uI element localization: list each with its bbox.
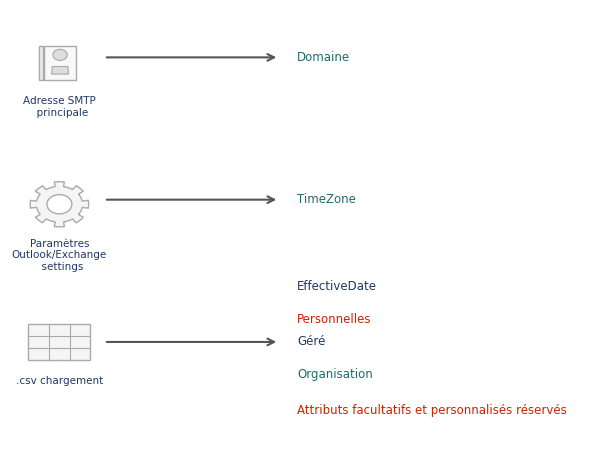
Bar — [39, 45, 43, 80]
Circle shape — [53, 49, 67, 61]
Text: Personnelles: Personnelles — [297, 313, 371, 325]
Text: Géré: Géré — [297, 336, 326, 348]
Bar — [29, 324, 90, 360]
Bar — [44, 45, 77, 80]
Polygon shape — [52, 67, 68, 74]
Text: Domaine: Domaine — [297, 51, 350, 64]
Circle shape — [47, 195, 72, 214]
Text: Organisation: Organisation — [297, 368, 373, 381]
Text: .csv chargement: .csv chargement — [16, 376, 103, 386]
Text: EffectiveDate: EffectiveDate — [297, 280, 377, 293]
Polygon shape — [30, 182, 89, 227]
Text: Attributs facultatifs et personnalisés réservés: Attributs facultatifs et personnalisés r… — [297, 404, 567, 417]
Text: Adresse SMTP
  principale: Adresse SMTP principale — [23, 96, 96, 118]
Text: TimeZone: TimeZone — [297, 193, 356, 206]
Text: Paramètres
Outlook/Exchange
  settings: Paramètres Outlook/Exchange settings — [12, 239, 107, 272]
